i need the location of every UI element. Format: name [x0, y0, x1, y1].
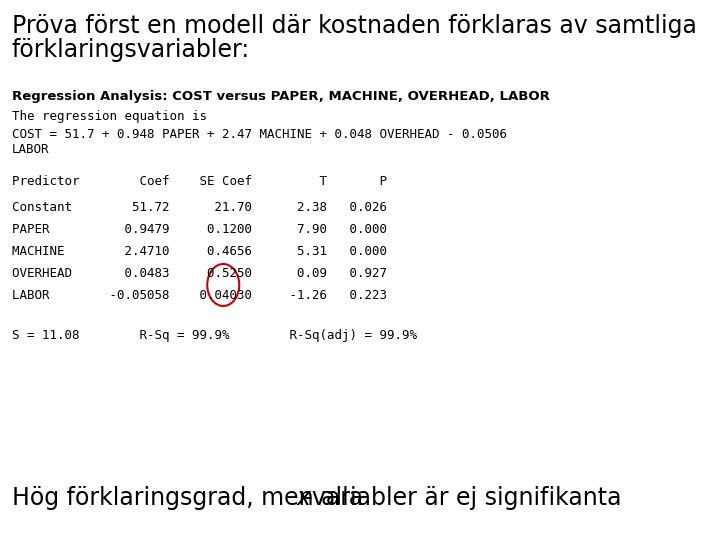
- Text: Pröva först en modell där kostnaden förklaras av samtliga: Pröva först en modell där kostnaden förk…: [12, 14, 697, 38]
- Text: S = 11.08        R-Sq = 99.9%        R-Sq(adj) = 99.9%: S = 11.08 R-Sq = 99.9% R-Sq(adj) = 99.9%: [12, 329, 417, 342]
- Text: OVERHEAD       0.0483     0.5250      0.09   0.927: OVERHEAD 0.0483 0.5250 0.09 0.927: [12, 267, 387, 280]
- Text: COST = 51.7 + 0.948 PAPER + 2.47 MACHINE + 0.048 OVERHEAD - 0.0506: COST = 51.7 + 0.948 PAPER + 2.47 MACHINE…: [12, 128, 507, 141]
- Text: LABOR        -0.05058    0.04030     -1.26   0.223: LABOR -0.05058 0.04030 -1.26 0.223: [12, 289, 387, 302]
- Text: förklaringsvariabler:: förklaringsvariabler:: [12, 38, 251, 62]
- Text: Regression Analysis: COST versus PAPER, MACHINE, OVERHEAD, LABOR: Regression Analysis: COST versus PAPER, …: [12, 90, 550, 103]
- Text: Constant        51.72      21.70      2.38   0.026: Constant 51.72 21.70 2.38 0.026: [12, 201, 387, 214]
- Text: LABOR: LABOR: [12, 143, 50, 156]
- Text: MACHINE        2.4710     0.4656      5.31   0.000: MACHINE 2.4710 0.4656 5.31 0.000: [12, 245, 387, 258]
- Text: Hög förklaringsgrad, men alla: Hög förklaringsgrad, men alla: [12, 486, 371, 510]
- Text: The regression equation is: The regression equation is: [12, 110, 207, 123]
- Text: x: x: [297, 486, 311, 510]
- Text: -variabler är ej signifikanta: -variabler är ej signifikanta: [305, 486, 622, 510]
- Text: Predictor        Coef    SE Coef         T       P: Predictor Coef SE Coef T P: [12, 175, 387, 188]
- Text: PAPER          0.9479     0.1200      7.90   0.000: PAPER 0.9479 0.1200 7.90 0.000: [12, 223, 387, 236]
